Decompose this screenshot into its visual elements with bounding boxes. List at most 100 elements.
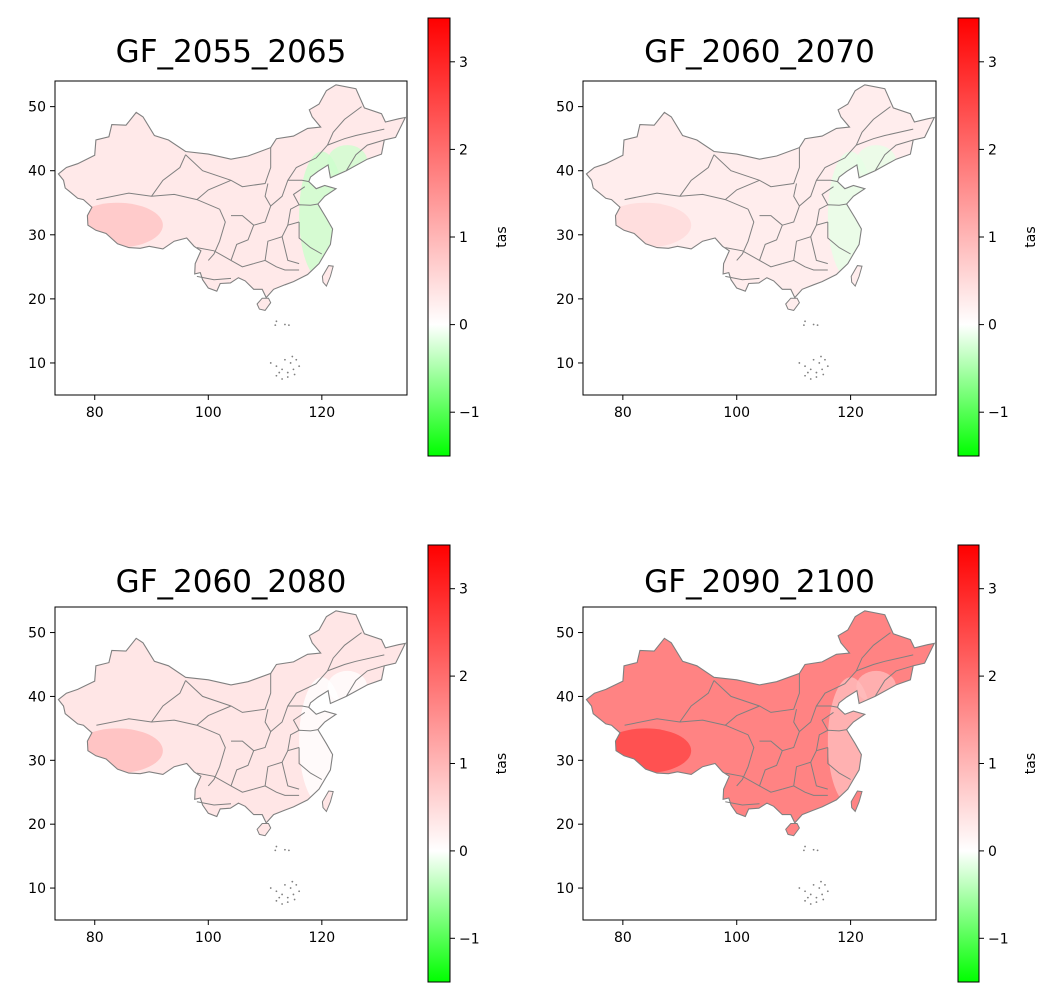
province-border bbox=[196, 179, 232, 200]
colorbar-tick-label: 0 bbox=[459, 318, 468, 334]
island-dot bbox=[284, 358, 286, 361]
island-dot bbox=[289, 362, 292, 364]
province-border bbox=[799, 144, 857, 207]
colorbar-label: tas bbox=[1023, 753, 1039, 774]
panel-2: GF_2060_2070 80 100 120 10 20 30 40 50 −1 0 1 2 3 tas bbox=[556, 17, 1039, 457]
colorbar-tick-label: 1 bbox=[459, 230, 468, 246]
y-tick-label: 10 bbox=[556, 356, 574, 372]
island-dot bbox=[803, 849, 805, 852]
southwest-anomaly bbox=[72, 728, 163, 774]
province-border bbox=[856, 128, 914, 146]
colorbar-tick-label: 1 bbox=[988, 230, 997, 246]
island-dot bbox=[818, 362, 821, 364]
island-dot bbox=[298, 365, 301, 368]
island-dot bbox=[809, 903, 812, 905]
country-border bbox=[57, 610, 407, 824]
island-dot bbox=[804, 890, 806, 893]
island-dot bbox=[815, 896, 818, 899]
y-tick-label: 30 bbox=[28, 753, 46, 769]
province-border bbox=[736, 734, 755, 787]
hainan-border bbox=[785, 823, 800, 837]
y-tick-label: 20 bbox=[28, 292, 46, 308]
panel-1: GF_2055_2065 80 100 120 10 20 30 40 50 −1 0 1 2 3 tas bbox=[28, 17, 510, 457]
colorbar bbox=[427, 17, 451, 457]
island-dot bbox=[286, 896, 289, 899]
panel-title: GF_2055_2065 bbox=[116, 34, 347, 70]
province-border bbox=[713, 673, 800, 713]
x-tick-label: 120 bbox=[837, 930, 864, 946]
island-dot bbox=[275, 320, 278, 323]
colorbar-tick-label: −1 bbox=[988, 405, 1009, 421]
island-dot bbox=[274, 324, 277, 327]
province-border bbox=[196, 801, 232, 806]
island-dot bbox=[812, 848, 815, 851]
province-border bbox=[856, 654, 914, 672]
province-border bbox=[759, 215, 783, 261]
island-dot bbox=[809, 378, 812, 380]
island-dot bbox=[815, 371, 818, 374]
country-border bbox=[585, 84, 936, 299]
taiwan-border bbox=[850, 265, 863, 288]
colorbar-tick-label: −1 bbox=[988, 931, 1009, 947]
hainan-border bbox=[256, 823, 272, 837]
island-dot bbox=[812, 883, 815, 886]
y-tick-label: 10 bbox=[556, 881, 574, 897]
y-tick-label: 20 bbox=[556, 817, 574, 833]
y-tick-label: 40 bbox=[556, 689, 574, 705]
y-tick-label: 20 bbox=[28, 817, 46, 833]
x-tick-label: 100 bbox=[723, 405, 750, 421]
y-tick-label: 50 bbox=[28, 100, 46, 116]
y-tick-label: 40 bbox=[28, 164, 46, 180]
colorbar-tick-label: 3 bbox=[459, 55, 468, 71]
province-border bbox=[327, 128, 385, 146]
province-border bbox=[810, 236, 828, 265]
hainan-border bbox=[785, 297, 800, 311]
province-border bbox=[679, 680, 715, 723]
island-dot bbox=[278, 896, 281, 899]
colorbar bbox=[427, 544, 451, 983]
axes-frame bbox=[54, 80, 408, 396]
island-dot bbox=[824, 358, 826, 361]
province-border bbox=[298, 747, 323, 780]
island-dot bbox=[298, 890, 301, 893]
x-tick-label: 120 bbox=[308, 405, 335, 421]
province-border bbox=[345, 139, 385, 171]
province-border bbox=[810, 762, 828, 790]
island-dot bbox=[291, 880, 294, 883]
island-dot bbox=[281, 903, 283, 905]
axes-frame bbox=[54, 606, 408, 921]
island-dot bbox=[288, 324, 290, 327]
island-dot bbox=[274, 849, 277, 852]
island-dot bbox=[821, 368, 824, 371]
island-dot bbox=[824, 883, 826, 886]
island-dot bbox=[275, 890, 278, 893]
island-dot bbox=[809, 893, 812, 896]
island-dot bbox=[804, 899, 806, 902]
province-border bbox=[874, 139, 914, 171]
x-tick-label: 100 bbox=[723, 930, 750, 946]
china-fill bbox=[58, 84, 406, 298]
island-dot bbox=[806, 896, 809, 899]
y-tick-label: 50 bbox=[28, 626, 46, 642]
y-tick-label: 10 bbox=[28, 881, 46, 897]
province-border bbox=[151, 154, 187, 197]
province-border bbox=[855, 106, 891, 146]
province-border bbox=[827, 747, 851, 780]
island-dot bbox=[809, 368, 812, 371]
island-dot bbox=[812, 358, 815, 361]
taiwan-border bbox=[850, 790, 863, 813]
province-border bbox=[287, 179, 309, 183]
colorbar-tick-label: 0 bbox=[459, 844, 468, 860]
hainan-fill bbox=[785, 823, 800, 836]
y-tick-label: 30 bbox=[556, 228, 574, 244]
island-dot bbox=[288, 849, 290, 852]
colorbar-tick-label: 3 bbox=[988, 55, 997, 71]
colorbar-tick-label: 2 bbox=[459, 142, 468, 158]
colorbar-tick-label: 3 bbox=[988, 582, 997, 598]
island-dot bbox=[281, 378, 283, 380]
province-border bbox=[292, 711, 306, 731]
map bbox=[57, 610, 407, 905]
taiwan-fill bbox=[851, 265, 862, 287]
island-dot bbox=[295, 883, 298, 886]
